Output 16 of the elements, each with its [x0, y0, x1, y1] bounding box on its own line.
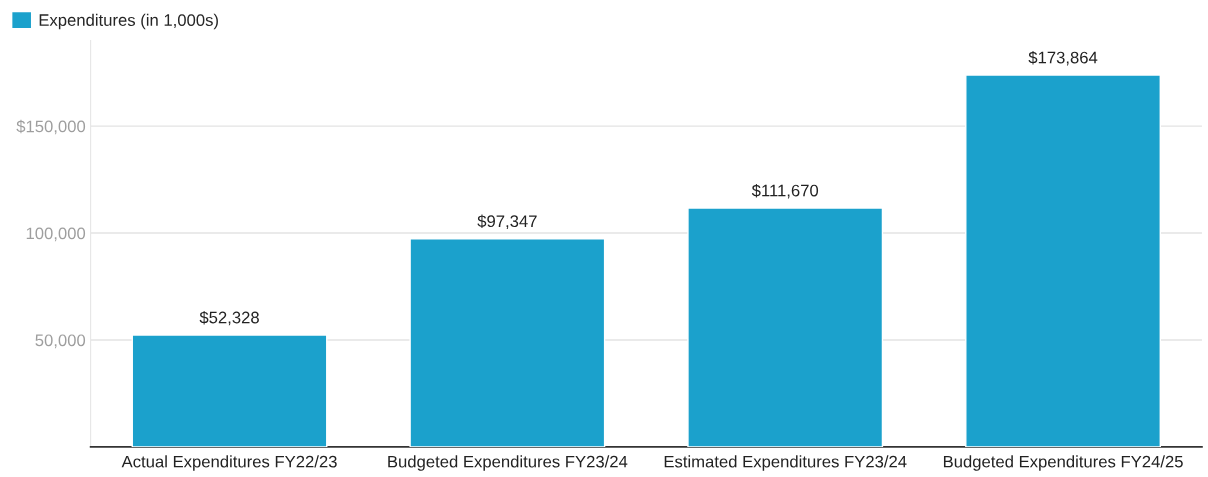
legend-label: Expenditures (in 1,000s) [39, 13, 218, 30]
bar [965, 74, 1161, 447]
x-tick-label: Estimated Expenditures FY23/24 [664, 455, 907, 471]
data-label: $97,347 [477, 214, 537, 230]
bar [687, 207, 884, 447]
data-label: $111,670 [751, 183, 819, 199]
data-label: $52,328 [199, 310, 259, 326]
bar [131, 334, 328, 447]
x-tick-label: Budgeted Expenditures FY23/24 [388, 455, 628, 471]
data-label: $173,864 [1028, 50, 1098, 66]
y-tick-label: $150,000 [16, 119, 86, 135]
y-tick-label: 50,000 [35, 334, 86, 349]
y-tick-label: 100,000 [26, 227, 86, 242]
x-tick-label: Actual Expenditures FY22/23 [121, 455, 337, 471]
x-tick-label: Budgeted Expenditures FY24/25 [943, 455, 1183, 471]
bar [409, 238, 606, 447]
